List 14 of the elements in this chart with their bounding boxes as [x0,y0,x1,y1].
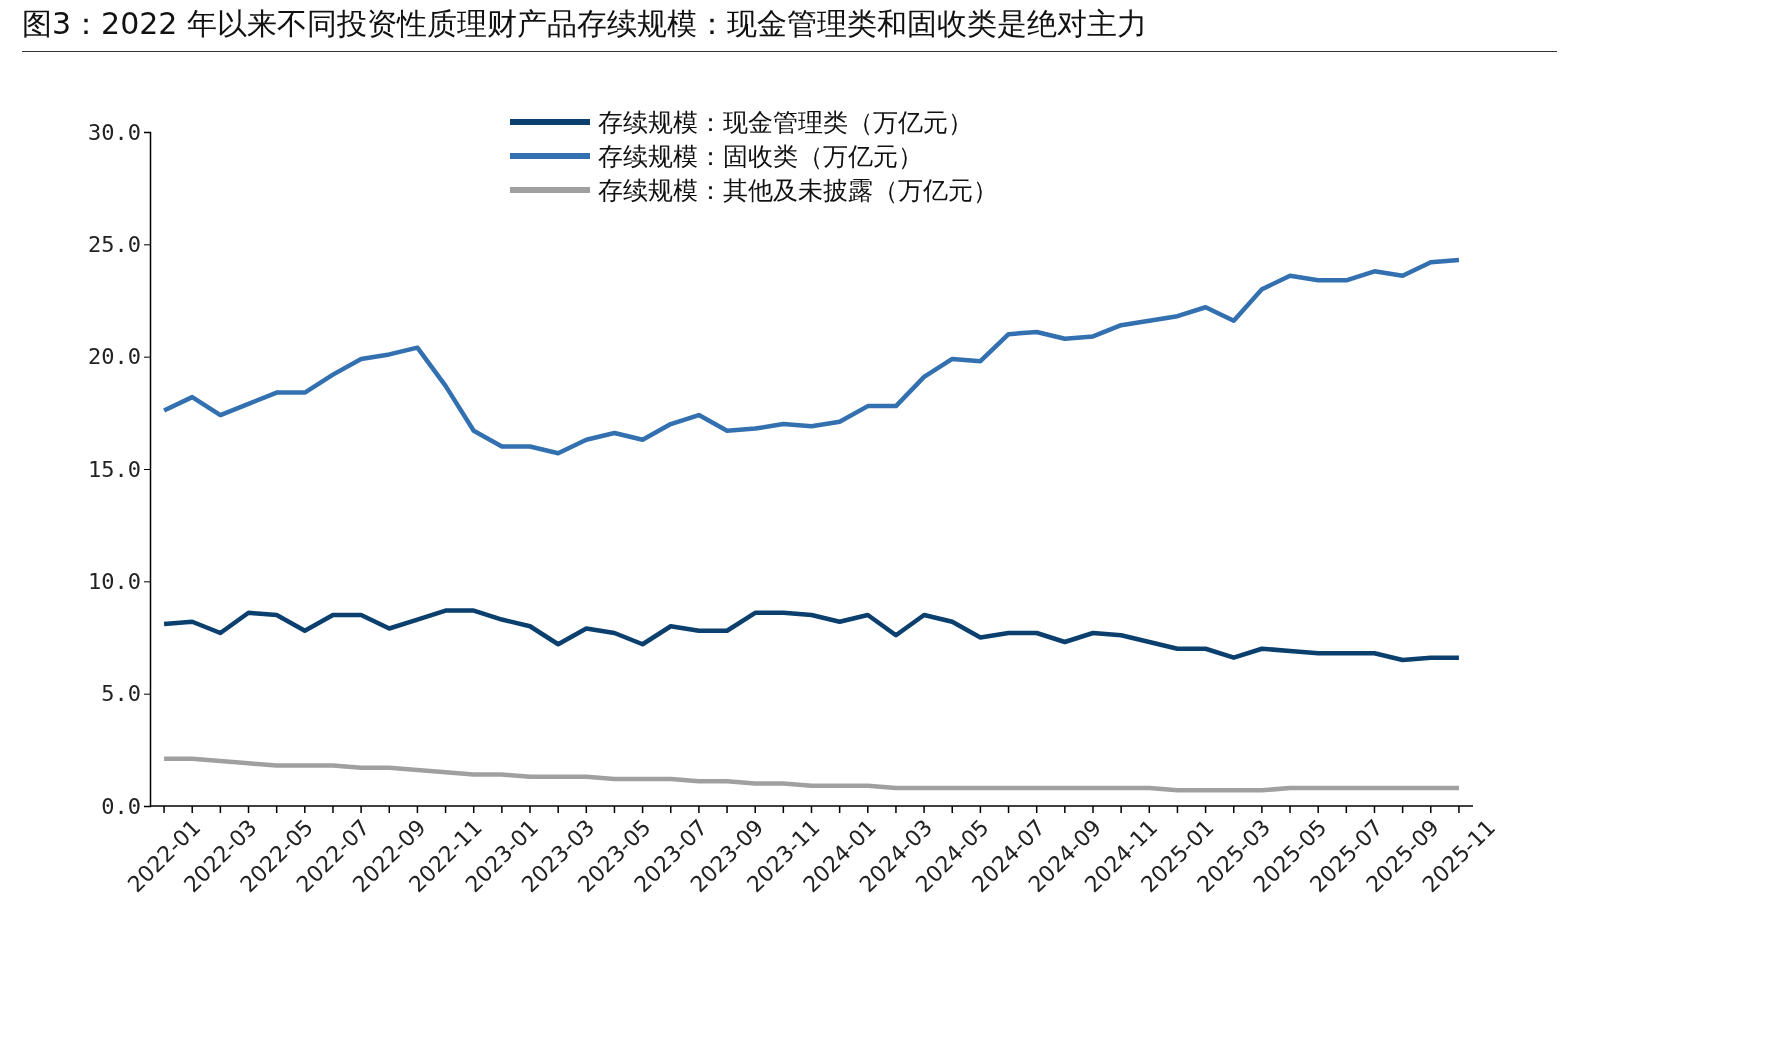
y-tick-label: 10.0 [88,568,141,594]
line-series [161,608,1462,663]
chart-title: 图3：2022 年以来不同投资性质理财产品存续规模：现金管理类和固收类是绝对主力 [22,4,1557,52]
line-series [161,756,1462,793]
y-tick-label: 20.0 [88,344,141,370]
y-tick-label: 30.0 [88,119,141,145]
legend-label: 存续规模：其他及未披露（万亿元） [598,175,998,205]
y-tick-label: 5.0 [101,681,141,707]
line-series [161,257,1462,456]
y-tick-label: 25.0 [88,231,141,257]
y-tick-label: 15.0 [88,456,141,482]
legend-label: 存续规模：固收类（万亿元） [598,141,923,171]
legend-label: 存续规模：现金管理类（万亿元） [598,107,973,137]
y-tick-label: 0.0 [101,793,141,819]
